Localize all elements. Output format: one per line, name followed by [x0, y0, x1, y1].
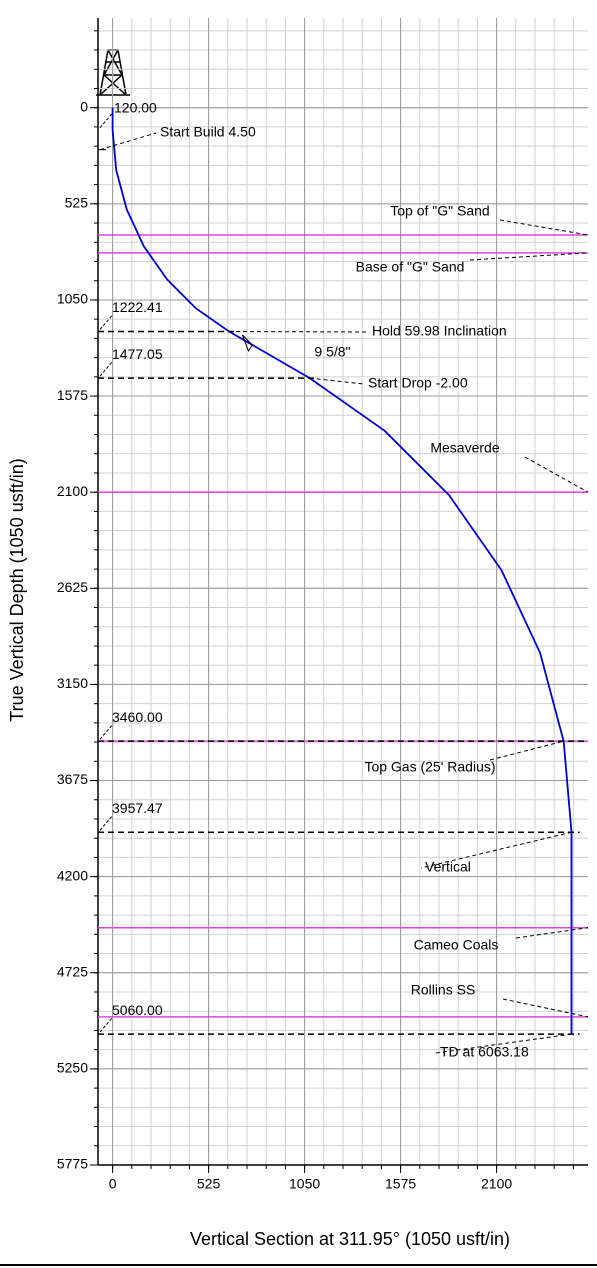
label-leader — [99, 113, 113, 129]
marker-depth-label: 3957.47 — [112, 800, 163, 816]
marker-label: Hold 59.98 Inclination — [372, 323, 507, 339]
y-tick-label: 2625 — [57, 579, 88, 595]
marker-depth-label: 5060.00 — [112, 1002, 163, 1018]
y-axis-label: True Vertical Depth (1050 usft/in) — [7, 458, 27, 721]
leader-line — [489, 740, 564, 761]
y-tick-label: 5250 — [57, 1060, 88, 1076]
x-tick-label: 1575 — [385, 1176, 416, 1192]
y-tick-label: 525 — [65, 195, 89, 211]
y-tick-label: 3675 — [57, 771, 88, 787]
marker-label: Start Drop -2.00 — [368, 375, 468, 391]
marker-depth-label: 120.00 — [114, 99, 157, 115]
marker-depth-label: 3460.00 — [112, 709, 163, 725]
formation-label: Rollins SS — [411, 982, 476, 998]
label-leader — [99, 132, 157, 151]
marker-label: TD at 6063.18 — [440, 1044, 529, 1060]
x-tick-label: 525 — [197, 1176, 221, 1192]
leader-line — [469, 252, 589, 261]
x-tick-label: 1050 — [289, 1176, 320, 1192]
formation-label: Base of "G" Sand — [356, 259, 465, 275]
marker-depth-label: 1477.05 — [112, 346, 163, 362]
label-leader — [99, 724, 113, 740]
marker-label: Start Build 4.50 — [160, 124, 256, 140]
casing-label: 9 5/8" — [314, 344, 350, 360]
well-path — [111, 107, 573, 1035]
leader-line — [524, 456, 589, 493]
label-leader — [435, 1033, 572, 1054]
x-tick-label: 0 — [109, 1176, 117, 1192]
formation-label: Mesaverde — [430, 440, 499, 456]
y-tick-label: 5775 — [57, 1156, 88, 1172]
label-leader — [420, 831, 572, 869]
formation-label: Cameo Coals — [414, 937, 499, 953]
marker-depth-label: 1222.41 — [112, 299, 163, 315]
label-leader — [99, 315, 113, 330]
y-tick-label: 3150 — [57, 675, 88, 691]
y-tick-label: 1575 — [57, 387, 88, 403]
leader-line — [515, 927, 589, 939]
label-leader — [309, 377, 365, 385]
y-tick-label: 2100 — [57, 483, 88, 499]
x-tick-label: 2100 — [481, 1176, 512, 1192]
y-tick-label: 4725 — [57, 963, 88, 979]
marker-label: Vertical — [425, 859, 471, 875]
leader-line — [499, 219, 589, 236]
label-leader — [99, 361, 113, 377]
formation-label: Top of "G" Sand — [390, 203, 489, 219]
formation-label: Top Gas (25' Radius) — [364, 759, 495, 775]
leader-line — [502, 998, 589, 1018]
x-axis-label: Vertical Section at 311.95° (1050 usft/i… — [190, 1229, 510, 1249]
label-leader — [99, 815, 113, 831]
casing-marker — [241, 334, 254, 353]
y-tick-label: 4200 — [57, 867, 88, 883]
label-leader — [99, 1017, 113, 1033]
y-tick-label: 1050 — [57, 291, 88, 307]
y-tick-label: 0 — [80, 98, 88, 114]
